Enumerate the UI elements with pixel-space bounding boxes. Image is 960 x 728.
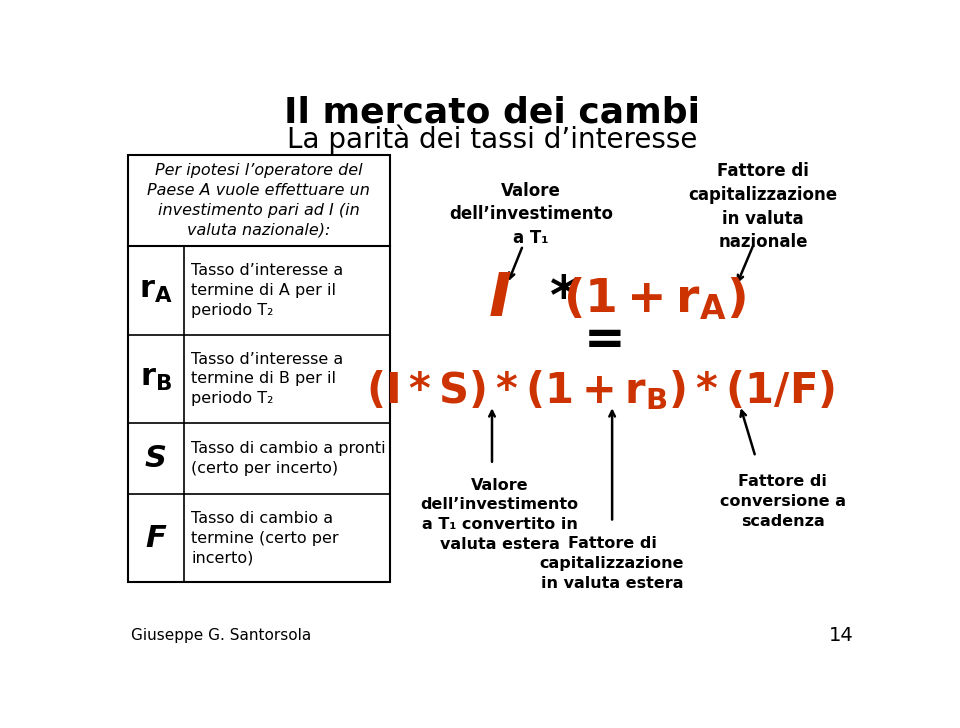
Text: Fattore di
capitalizzazione
in valuta estera: Fattore di capitalizzazione in valuta es…: [540, 536, 684, 590]
Text: Valore
dell’investimento
a T₁ convertito in
valuta estera: Valore dell’investimento a T₁ convertito…: [420, 478, 579, 552]
Text: =: =: [584, 316, 625, 364]
Bar: [128, 155, 390, 582]
Text: $\mathbf{r}_\mathbf{B}$: $\mathbf{r}_\mathbf{B}$: [139, 364, 172, 393]
Text: $\mathbf{r}_\mathbf{A}$: $\mathbf{r}_\mathbf{A}$: [139, 276, 173, 305]
Text: Fattore di
capitalizzazione
in valuta
nazionale: Fattore di capitalizzazione in valuta na…: [688, 162, 838, 251]
Text: Giuseppe G. Santorsola: Giuseppe G. Santorsola: [131, 628, 311, 643]
Text: Tasso d’interesse a
termine di A per il
periodo T₂: Tasso d’interesse a termine di A per il …: [191, 263, 344, 317]
Text: I: I: [489, 269, 511, 328]
Text: La parità dei tassi d’interesse: La parità dei tassi d’interesse: [287, 125, 697, 154]
Text: Per ipotesi l’operatore del
Paese A vuole effettuare un
investimento pari ad I (: Per ipotesi l’operatore del Paese A vuol…: [147, 163, 371, 238]
Text: $\mathbf{(1+r_A)}$: $\mathbf{(1+r_A)}$: [564, 276, 746, 323]
Text: Valore
dell’investimento
a T₁: Valore dell’investimento a T₁: [448, 182, 612, 247]
Text: *: *: [549, 273, 577, 325]
Text: Il mercato dei cambi: Il mercato dei cambi: [284, 95, 700, 129]
Text: F: F: [145, 523, 166, 553]
Text: Fattore di
conversione a
scadenza: Fattore di conversione a scadenza: [720, 475, 846, 529]
Text: S: S: [145, 444, 167, 473]
Text: $\mathbf{(I * S) * (1+r_B) *(1/F)}$: $\mathbf{(I * S) * (1+r_B) *(1/F)}$: [366, 368, 835, 412]
Text: Tasso di cambio a pronti
(certo per incerto): Tasso di cambio a pronti (certo per ince…: [191, 441, 386, 476]
Text: Tasso di cambio a
termine (certo per
incerto): Tasso di cambio a termine (certo per inc…: [191, 511, 339, 566]
Text: 14: 14: [828, 626, 853, 645]
Text: Tasso d’interesse a
termine di B per il
periodo T₂: Tasso d’interesse a termine di B per il …: [191, 352, 344, 406]
